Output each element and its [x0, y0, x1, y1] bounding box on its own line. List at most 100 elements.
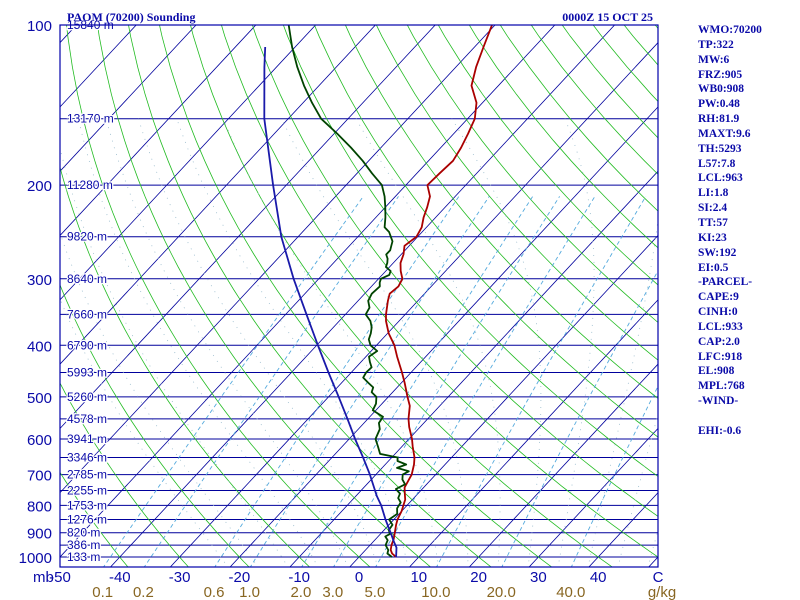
mixing-ratio-tick-label: 1.0: [239, 584, 260, 600]
height-label: 1276 m: [67, 513, 107, 527]
index-item: TP:322: [698, 38, 734, 51]
height-label: 6790 m: [67, 338, 107, 352]
moist-adiabat-line: [281, 118, 469, 567]
station-title: PAOM (70200) Sounding: [67, 10, 195, 24]
index-item: LFC:918: [698, 350, 743, 363]
isotherm-line: [60, 25, 197, 172]
dry-adiabat-line: [128, 25, 492, 567]
isotherm-line: [289, 170, 658, 567]
height-label: 8640 m: [67, 272, 107, 286]
pressure-tick-label: 400: [27, 338, 52, 355]
height-label: 3346 m: [67, 451, 107, 465]
moist-adiabat-line: [355, 118, 501, 567]
index-item: WB0:908: [698, 83, 744, 96]
index-item: WMO:70200: [698, 24, 762, 36]
index-item: [698, 409, 798, 424]
dry-adiabat-line: [468, 25, 658, 249]
dry-adiabat-line: [437, 25, 658, 286]
isotherm-line: [349, 234, 658, 567]
index-item: MPL:768: [698, 380, 745, 393]
dry-adiabat-line: [60, 283, 250, 567]
temperature-tick-label: C: [653, 569, 664, 586]
height-label: 386 m: [67, 538, 100, 552]
dry-adiabat-line: [282, 25, 658, 477]
isotherm-line: [229, 106, 658, 567]
temperature-tick-label: 40: [590, 569, 607, 586]
height-label: 2785 m: [67, 468, 107, 482]
temperature-tick-label: 10: [410, 569, 427, 586]
pressure-tick-label: 600: [27, 432, 52, 449]
moist-adiabat-line: [617, 412, 658, 567]
pressure-unit-label: mb: [33, 569, 54, 586]
mixing-ratio-tick-label: 40.0: [556, 584, 585, 600]
index-item: SI:2.4: [698, 202, 728, 215]
index-item: -PARCEL-: [698, 276, 753, 289]
temperature-tick-label: -10: [288, 569, 310, 586]
isotherm-line: [528, 427, 658, 567]
height-label: 4578 m: [67, 412, 107, 426]
index-item: SW:192: [698, 246, 737, 259]
moist-adiabat-line: [451, 118, 542, 567]
isotherm-line: [60, 25, 257, 237]
sounding-indices: WMO:70200 TP:322 MW:6 FRZ:905 WB0:908 PW:0.48…: [698, 23, 798, 439]
index-item: TH:5293: [698, 142, 742, 155]
isotherm-line: [60, 25, 436, 430]
index-item: CINH:0: [698, 306, 738, 319]
mixing-ratio-line: [501, 269, 658, 567]
temperature-tick-label: 0: [355, 569, 363, 586]
height-label: 7660 m: [67, 307, 107, 321]
dry-adiabat-line: [252, 25, 658, 517]
isotherm-line: [60, 25, 496, 494]
index-item: EI:0.5: [698, 261, 729, 274]
mixing-ratio-line: [249, 196, 490, 567]
pressure-tick-label: 300: [27, 272, 52, 289]
index-item: EHI:-0.6: [698, 424, 742, 437]
index-item: LCL:963: [698, 172, 743, 185]
mixing-ratio-tick-label: 0.6: [204, 584, 225, 600]
mixing-ratio-line: [333, 196, 560, 567]
dry-adiabat-line: [60, 165, 311, 567]
mixing-ratio-line: [214, 196, 460, 567]
isotherm-line: [468, 363, 658, 567]
pressure-tick-label: 700: [27, 468, 52, 485]
dry-adiabat-line: [221, 25, 658, 558]
valid-time: 0000Z 15 OCT 25: [562, 10, 653, 24]
moist-adiabat-line: [60, 146, 289, 567]
temperature-tick-label: -20: [229, 569, 251, 586]
dry-adiabat-line: [60, 382, 189, 567]
mixing-ratio-tick-label: 0.2: [133, 584, 154, 600]
pressure-tick-label: 500: [27, 390, 52, 407]
index-item: LCL:933: [698, 320, 743, 333]
isotherm-line: [109, 25, 616, 567]
sounding-profiles: [263, 25, 493, 558]
temperature-tick-label: -30: [169, 569, 191, 586]
index-item: CAP:2.0: [698, 335, 740, 348]
mixing-ratio-line: [143, 196, 399, 567]
plot-background: [60, 25, 658, 567]
height-label: 5260 m: [67, 390, 107, 404]
pressure-tick-label: 200: [27, 178, 52, 195]
temperature-profile-line: [385, 25, 493, 558]
index-item: FRZ:905: [698, 68, 743, 81]
moist-adiabat-line: [223, 118, 439, 567]
index-item: TT:57: [698, 216, 728, 229]
dry-adiabat-line: [190, 25, 613, 567]
isotherm-line: [60, 25, 137, 108]
index-item: L57:7.8: [698, 157, 736, 170]
isotherm-line: [60, 25, 317, 301]
parcel-profile-line: [263, 46, 398, 558]
mixing-ratio-line: [103, 196, 364, 567]
mixing-ratio-line: [301, 196, 534, 567]
moist-adiabat-line: [78, 118, 319, 567]
dry-adiabat-line: [344, 25, 658, 399]
temperature-tick-label: 20: [470, 569, 487, 586]
index-item: LI:1.8: [698, 187, 729, 200]
dry-adiabat-line: [406, 25, 658, 323]
isotherm-line: [60, 25, 556, 558]
pressure-tick-label: 900: [27, 526, 52, 543]
temperature-tick-label: -40: [109, 569, 131, 586]
mixing-ratio-tick-label: 2.0: [290, 584, 311, 600]
